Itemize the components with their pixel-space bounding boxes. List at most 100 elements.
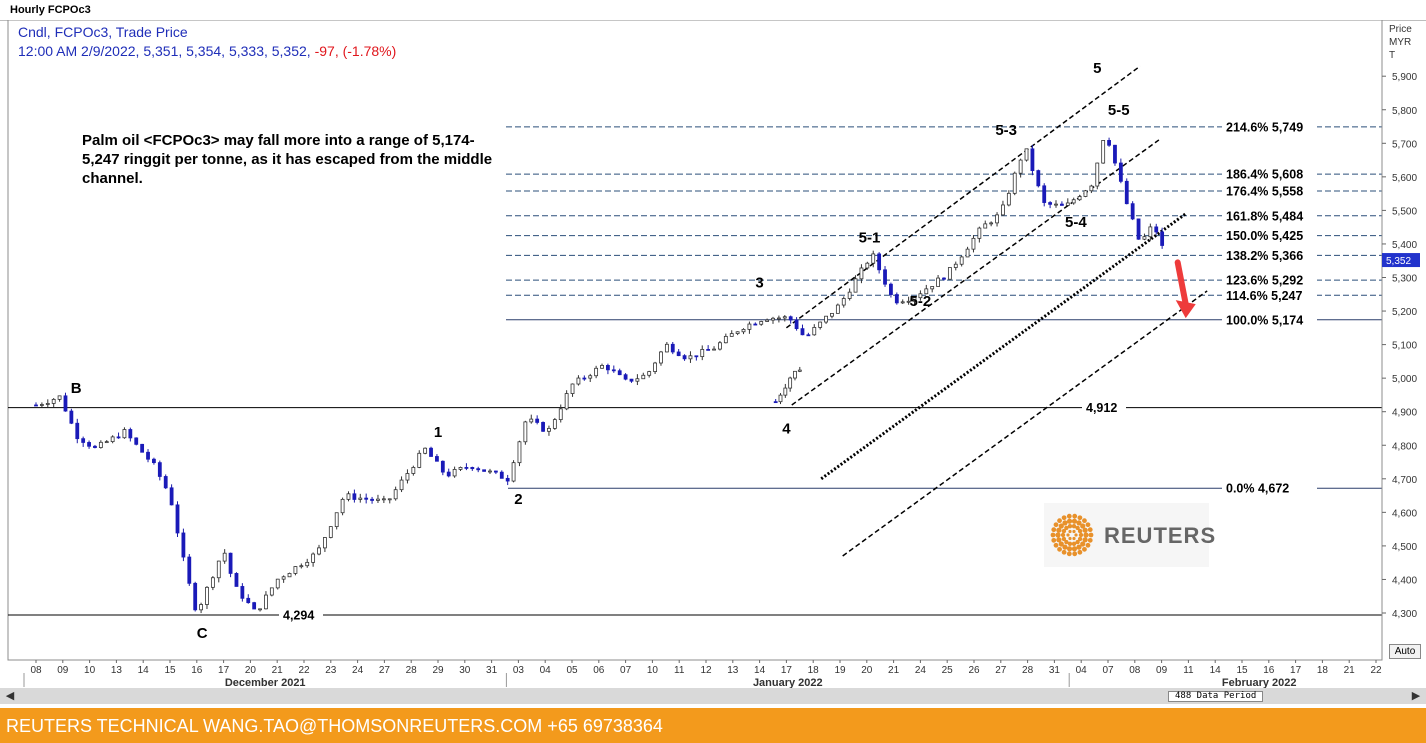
scroll-left-icon[interactable]: ◀ (5, 690, 15, 702)
candle-body (918, 293, 923, 299)
x-tick-label: 16 (1263, 665, 1275, 676)
candle-body (576, 377, 581, 385)
fib-level-label: 214.6% 5,749 (1226, 120, 1303, 134)
reuters-wordmark: REUTERS (1104, 523, 1217, 548)
logo-dot (1058, 523, 1064, 529)
candle-body (729, 333, 734, 337)
logo-dot (1074, 533, 1078, 537)
candle-body (611, 369, 616, 372)
candle-body (570, 383, 575, 394)
candle-body (275, 578, 280, 589)
wave-label: 5-4 (1065, 214, 1087, 231)
candle-body (452, 469, 457, 477)
candle-body (163, 476, 168, 489)
logo-dot (1088, 532, 1094, 538)
candle-body (423, 447, 428, 454)
logo-dot (1056, 527, 1062, 533)
candle-body (1054, 203, 1058, 206)
y-axis-title: T (1389, 50, 1395, 61)
x-month-label: February 2022 (1222, 677, 1297, 688)
candle-body (352, 493, 357, 500)
candle-body (936, 277, 940, 287)
candle-body (889, 283, 893, 295)
candle-body (688, 355, 693, 360)
reuters-dot-icon (1050, 513, 1094, 557)
candle-body (629, 378, 634, 382)
y-tick-label: 4,500 (1392, 542, 1417, 553)
auto-scale-button[interactable]: Auto (1389, 644, 1421, 659)
candle-body (210, 577, 215, 588)
support-label-bg (279, 608, 323, 623)
price-chart[interactable]: 214.6% 5,749 186.4% 5,608 176.4% 5,558 161.… (0, 20, 1426, 688)
fib-label-bg (1222, 119, 1317, 134)
candle-body (334, 512, 339, 528)
legend-change: -97, (-1.78%) (314, 43, 397, 59)
logo-dot (1050, 532, 1056, 538)
channel-line (785, 65, 1141, 329)
x-tick-label: 17 (781, 665, 793, 676)
candle-body (287, 573, 292, 578)
candle-body (1160, 231, 1165, 246)
candle-body (470, 467, 475, 470)
candle-body (482, 469, 486, 472)
candle-body (317, 547, 321, 555)
x-tick-label: 30 (459, 665, 471, 676)
reuters-logo: REUTERS (1044, 503, 1215, 567)
y-tick-label: 4,600 (1392, 508, 1417, 519)
support-label-bg (1082, 400, 1126, 415)
candle-body (793, 370, 797, 379)
logo-dot (1087, 537, 1093, 543)
logo-dot (1071, 524, 1077, 529)
x-tick-label: 14 (138, 665, 150, 676)
fib-label-bg (1222, 228, 1317, 243)
candle-body (175, 504, 180, 534)
candle-body (51, 398, 56, 404)
chart-title: Hourly FCPOc3 (10, 4, 91, 16)
candle-body (564, 393, 569, 410)
horizontal-scrollbar[interactable]: ◀ 488 Data Period ▶ (0, 688, 1426, 704)
candle-body (1071, 199, 1076, 204)
candle-body (1060, 203, 1064, 206)
candle-body (771, 317, 775, 321)
fib-label-bg (1222, 167, 1317, 182)
y-tick-label: 4,300 (1392, 609, 1417, 620)
candle-body (234, 573, 239, 587)
logo-dot (1072, 551, 1078, 557)
candle-body (529, 418, 534, 423)
candle-body (305, 561, 310, 567)
fibonacci-levels: 214.6% 5,749 186.4% 5,608 176.4% 5,558 161.… (506, 119, 1382, 496)
analysis-annotation: Palm oil <FCPOc3> may fall more into a r… (82, 132, 493, 187)
x-tick-label: 23 (325, 665, 337, 676)
candle-body (87, 442, 91, 447)
logo-dot (1067, 524, 1073, 529)
scroll-right-icon[interactable]: ▶ (1411, 690, 1421, 702)
candle-body (393, 489, 398, 500)
y-tick-label: 5,400 (1392, 240, 1417, 251)
logo-dot (1062, 544, 1068, 550)
legend-instrument: Cndl, FCPOc3, Trade Price (18, 24, 188, 40)
logo-dot (1051, 527, 1057, 533)
candle-body (1154, 226, 1159, 233)
candle-body (205, 586, 209, 605)
forecast-arrow-shaft (1174, 259, 1189, 308)
candle-body (323, 537, 327, 549)
candle-body (299, 565, 304, 568)
fib-level-label: 186.4% 5,608 (1226, 168, 1303, 182)
x-tick-label: 14 (754, 665, 766, 676)
candle-body (812, 327, 817, 336)
x-tick-label: 17 (1290, 665, 1302, 676)
support-level-label: 4,912 (1086, 401, 1117, 415)
candle-body (222, 552, 227, 562)
logo-dot (1072, 529, 1076, 534)
fib-label-bg (1222, 288, 1317, 303)
candle-body (1142, 236, 1147, 240)
candle-body (69, 410, 74, 424)
logo-dot (1062, 520, 1068, 526)
fib-level-label: 161.8% 5,484 (1226, 209, 1303, 223)
x-tick-label: 09 (57, 665, 69, 676)
candle-body (776, 317, 781, 320)
candle-body (140, 443, 145, 453)
candle-body (653, 362, 657, 372)
y-tick-label: 5,500 (1392, 206, 1417, 217)
candle-body (995, 214, 999, 224)
